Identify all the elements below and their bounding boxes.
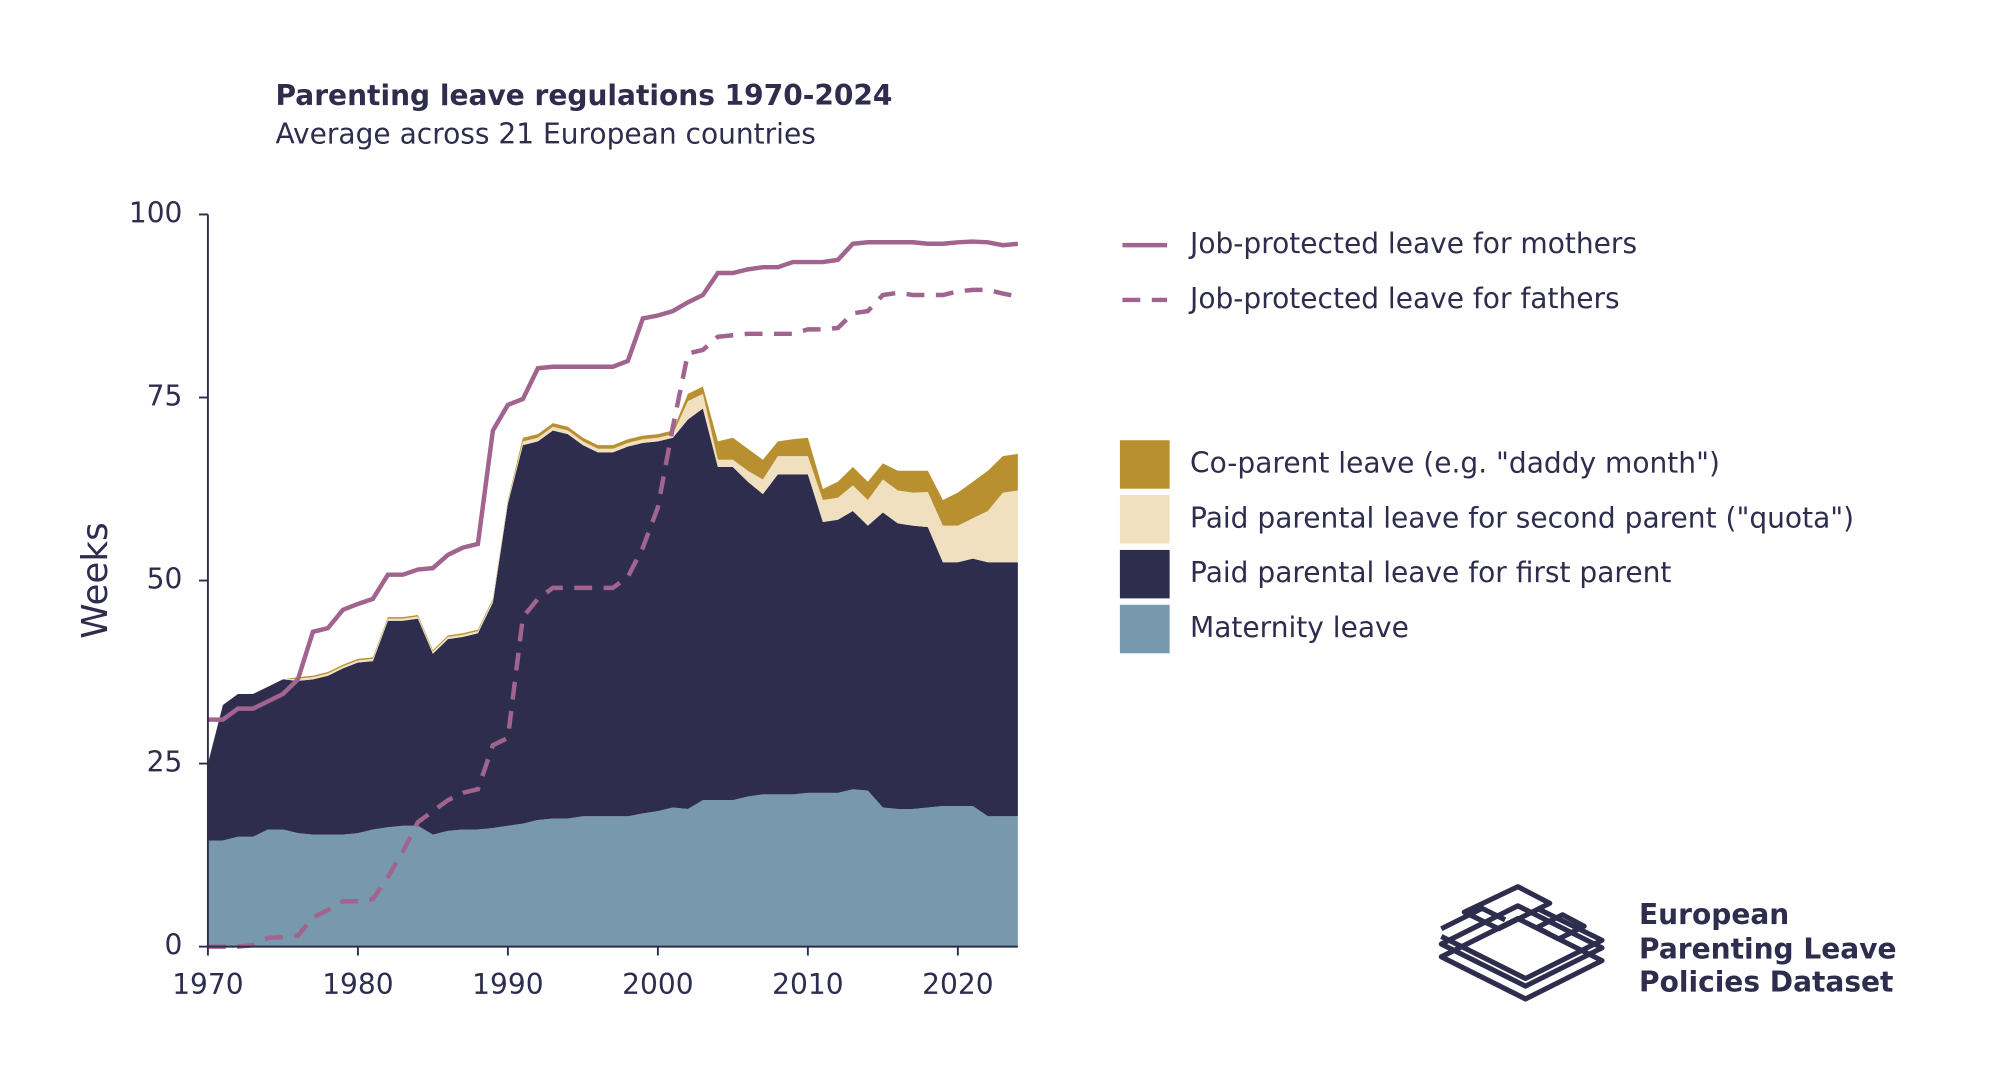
y-tick-label: 100	[129, 196, 183, 229]
x-tick-label: 2010	[772, 968, 843, 1001]
logo-text: European	[1639, 898, 1789, 931]
line	[207, 287, 1019, 949]
x-tick-label: 2000	[622, 968, 693, 1001]
logo-mark	[1438, 884, 1605, 1002]
chart-title: Parenting leave regulations 1970-2024	[276, 79, 893, 112]
y-axis-label: Weeks	[75, 522, 116, 638]
legend-swatch	[1119, 604, 1170, 654]
x-tick-label: 1970	[172, 968, 243, 1001]
line	[207, 239, 1019, 722]
x-tick-label: 1990	[472, 968, 543, 1001]
legend-label: Job-protected leave for fathers	[1188, 282, 1620, 315]
x-tick-label: 1980	[322, 968, 393, 1001]
area	[207, 393, 1018, 764]
logo-text: Parenting Leave	[1639, 932, 1897, 965]
legend-swatch	[1119, 549, 1170, 599]
chart-subtitle: Average across 21 European countries	[276, 117, 816, 150]
legend-label: Maternity leave	[1190, 611, 1409, 644]
y-tick-label: 75	[147, 380, 183, 413]
legend-label: Co-parent leave (e.g. "daddy month")	[1190, 446, 1720, 479]
legend-label: Paid parental leave for second parent ("…	[1190, 501, 1854, 534]
y-tick-label: 25	[147, 746, 183, 779]
legend-swatch	[1119, 440, 1170, 489]
x-tick-label: 2020	[922, 968, 993, 1001]
legend-label: Job-protected leave for mothers	[1188, 227, 1637, 260]
legend-label: Paid parental leave for first parent	[1190, 556, 1671, 589]
area	[207, 408, 1018, 841]
y-tick-label: 0	[165, 929, 183, 962]
y-tick-label: 50	[147, 563, 183, 596]
area	[207, 789, 1018, 947]
legend-swatch	[1119, 495, 1170, 544]
logo-text: Policies Dataset	[1639, 966, 1893, 999]
